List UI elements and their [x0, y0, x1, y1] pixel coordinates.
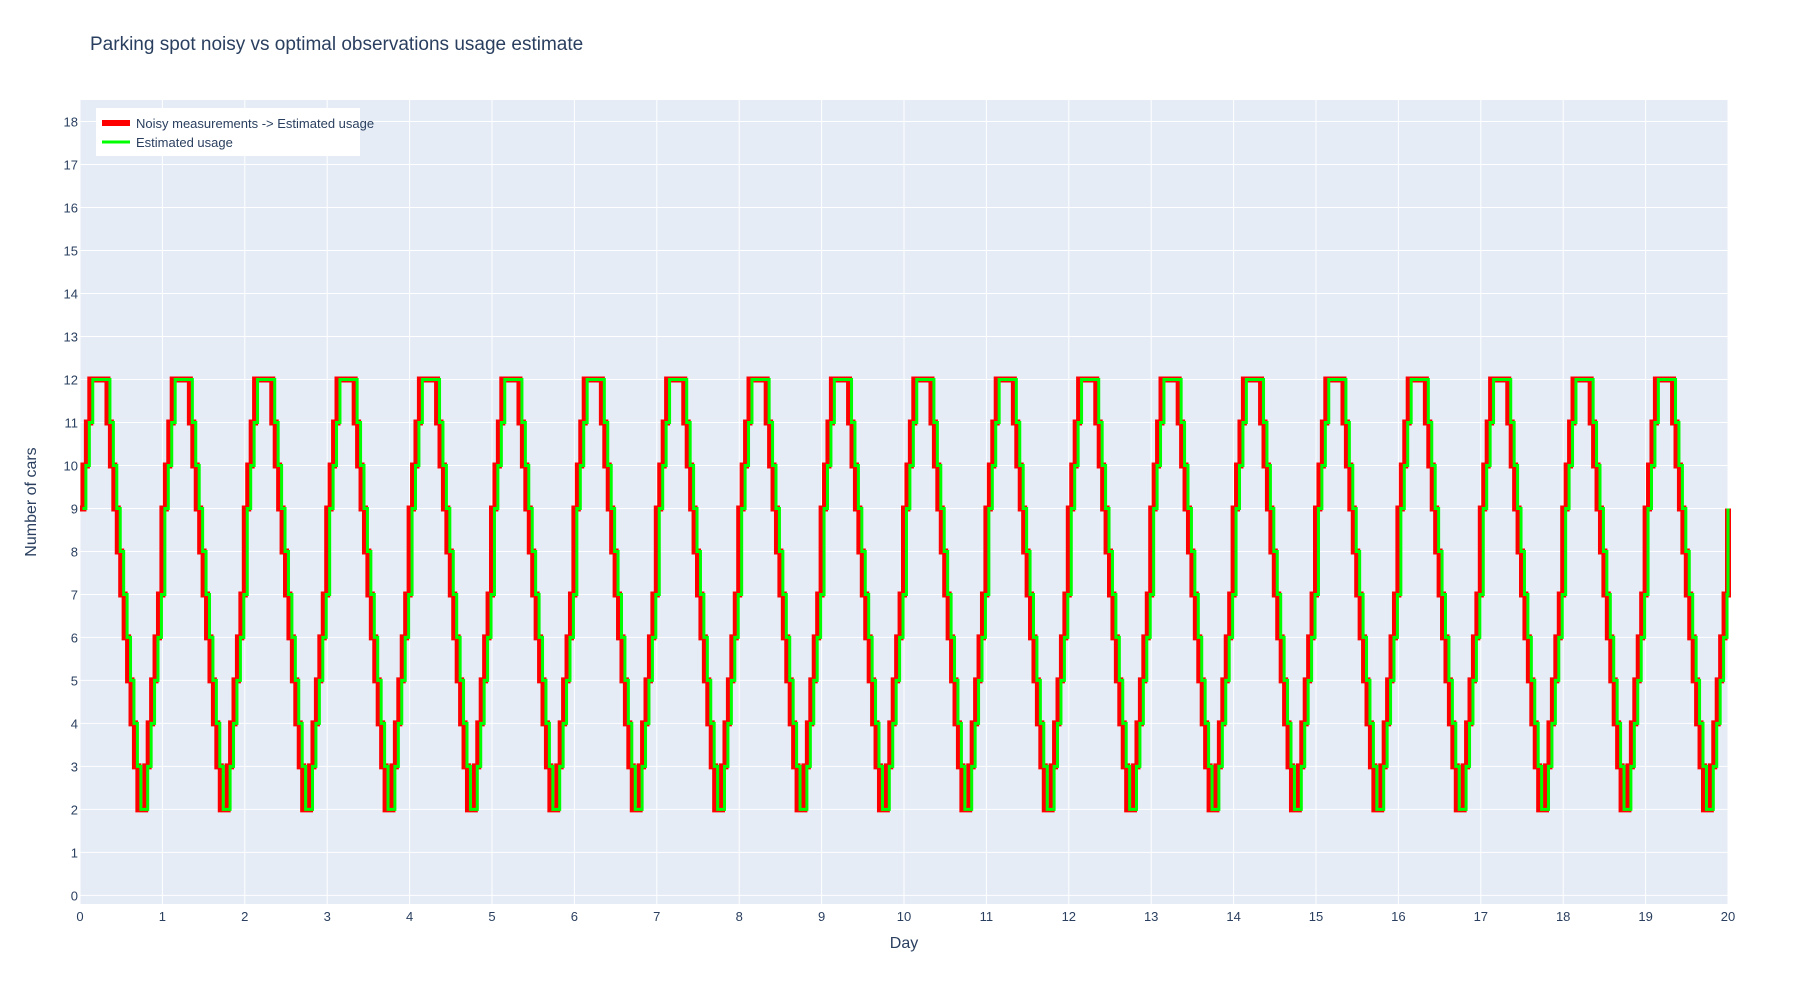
y-tick-label: 8: [71, 544, 78, 559]
y-tick-label: 10: [64, 458, 78, 473]
x-tick-label: 10: [897, 909, 911, 924]
x-tick-label: 5: [488, 909, 495, 924]
x-tick-label: 2: [241, 909, 248, 924]
series-layer: [80, 376, 1731, 813]
x-tick-label: 6: [571, 909, 578, 924]
y-tick-label: 16: [64, 200, 78, 215]
y-tick-label: 15: [64, 243, 78, 258]
y-tick-label: 6: [71, 630, 78, 645]
y-tick-label: 1: [71, 845, 78, 860]
y-tick-label: 7: [71, 587, 78, 602]
x-tick-label: 17: [1474, 909, 1488, 924]
y-tick-label: 18: [64, 114, 78, 129]
series-line-1: [82, 377, 1730, 811]
legend-item-label[interactable]: Estimated usage: [136, 135, 233, 150]
x-tick-label: 13: [1144, 909, 1158, 924]
chart-title: Parking spot noisy vs optimal observatio…: [90, 34, 583, 55]
x-tick-label: 0: [76, 909, 83, 924]
y-tick-label: 4: [71, 716, 78, 731]
x-axis-label: Day: [890, 935, 918, 952]
y-axis-label: Number of cars: [23, 447, 40, 556]
y-tick-label: 14: [64, 286, 78, 301]
y-tick-label: 5: [71, 673, 78, 688]
y-tick-label: 9: [71, 501, 78, 516]
x-axis-ticks: 0 1 2 3 4 5 6 7 8 9 10 11 12 13 14 15 16 17 18 19 20: [76, 909, 1735, 924]
y-tick-label: 13: [64, 329, 78, 344]
y-tick-label: 17: [64, 157, 78, 172]
y-tick-label: 11: [65, 415, 79, 430]
x-tick-label: 1: [159, 909, 166, 924]
x-tick-label: 4: [406, 909, 413, 924]
x-tick-label: 8: [736, 909, 743, 924]
legend-box: [96, 108, 360, 156]
y-tick-label: 2: [71, 802, 78, 817]
legend-item-label[interactable]: Noisy measurements -> Estimated usage: [136, 116, 374, 131]
x-tick-label: 16: [1391, 909, 1405, 924]
x-tick-label: 15: [1309, 909, 1323, 924]
x-tick-label: 19: [1638, 909, 1652, 924]
x-tick-label: 3: [324, 909, 331, 924]
x-tick-label: 9: [818, 909, 825, 924]
y-tick-label: 0: [71, 888, 78, 903]
x-tick-label: 11: [980, 909, 994, 924]
legend[interactable]: Noisy measurements -> Estimated usage Est…: [96, 108, 374, 156]
x-tick-label: 20: [1721, 909, 1735, 924]
x-tick-label: 7: [653, 909, 660, 924]
x-tick-label: 12: [1062, 909, 1076, 924]
y-tick-label: 3: [71, 759, 78, 774]
grid-lines: [79, 100, 1729, 904]
x-tick-label: 18: [1556, 909, 1570, 924]
x-tick-label: 14: [1226, 909, 1240, 924]
y-tick-label: 12: [64, 372, 78, 387]
